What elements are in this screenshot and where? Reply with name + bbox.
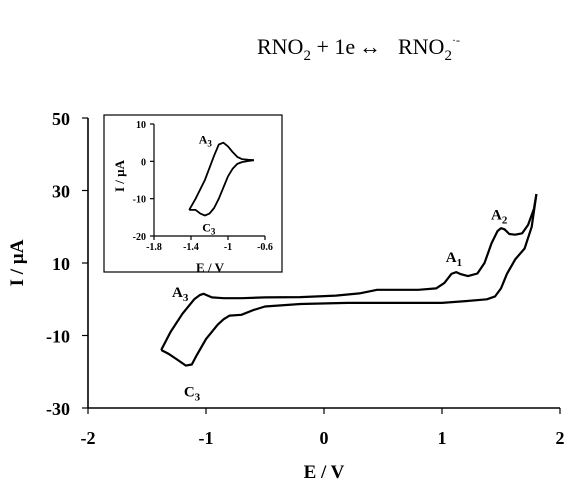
peak-label: A2 <box>491 208 508 227</box>
inset-curves <box>188 141 255 217</box>
voltammogram-branch-2 <box>189 159 255 217</box>
x-tick-label: 1 <box>438 428 447 448</box>
y-tick-label: -30 <box>46 399 70 419</box>
peak-label: C3 <box>184 384 201 403</box>
x-tick-label: -1 <box>224 242 232 253</box>
x-tick-label: 0 <box>320 428 329 448</box>
x-tick-label: -1.4 <box>183 242 199 253</box>
peak-label: A3 <box>199 133 213 149</box>
y-tick-label: 0 <box>141 157 146 168</box>
voltammogram-branch-1 <box>188 141 254 211</box>
voltammogram-branch-1 <box>160 193 538 351</box>
equation-right-sup: ·- <box>452 33 460 47</box>
inset-frame <box>103 114 283 273</box>
inset-x-label: E / V <box>196 260 225 275</box>
peak-label: C3 <box>202 221 216 237</box>
inset-chart: -1.8 -1.4 -1 -0.6 10 0 -10 -20 A3 C3 E / V I / µ… <box>103 114 283 275</box>
x-tick-label: 2 <box>556 428 565 448</box>
equation-arrow: ↔ <box>359 34 381 59</box>
x-tick-label: -1.8 <box>146 242 162 253</box>
voltammogram-branch-2 <box>160 193 538 367</box>
main-y-label: I / µA <box>7 239 28 286</box>
x-tick-label: -2 <box>81 428 96 448</box>
main-annotations: A3 C3 A1 A2 <box>172 208 508 404</box>
y-tick-label: -10 <box>133 195 146 206</box>
equation-right: RNO2·- <box>398 33 460 64</box>
inset-ticks: -1.8 -1.4 -1 -0.6 10 0 -10 -20 <box>133 120 273 253</box>
y-tick-label: 10 <box>136 120 146 131</box>
y-tick-label: 30 <box>52 182 70 202</box>
main-x-label: E / V <box>304 462 345 483</box>
equation-left: RNO <box>257 34 303 59</box>
equation-right-base: RNO <box>398 34 444 59</box>
inset-y-label: I / µA <box>112 159 127 192</box>
main-curves <box>160 193 538 367</box>
y-tick-label: -20 <box>133 232 146 243</box>
equation-left-sub: 2 <box>303 48 311 64</box>
peak-label: A1 <box>446 250 462 269</box>
equation-right-sub: 2 <box>444 48 452 64</box>
inset-annotations: A3 C3 <box>199 133 216 237</box>
x-tick-label: -0.6 <box>257 242 273 253</box>
y-tick-label: 10 <box>52 254 70 274</box>
equation-middle: + 1e <box>311 34 355 59</box>
x-tick-label: -1 <box>199 428 214 448</box>
peak-label: A3 <box>172 285 189 304</box>
y-tick-label: 50 <box>52 109 70 129</box>
y-tick-label: -10 <box>46 327 70 347</box>
equation: RNO2 + 1e <box>257 34 355 64</box>
